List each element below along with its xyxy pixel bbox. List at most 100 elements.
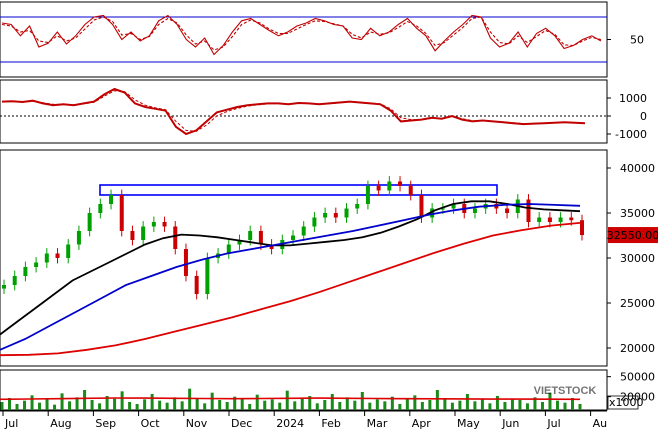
volume-bar: [30, 395, 34, 410]
volume-bar: [443, 398, 447, 410]
volume-bar: [120, 391, 124, 410]
candle-body: [430, 208, 435, 218]
volume-bar: [578, 404, 582, 410]
volume-bar: [0, 402, 4, 410]
volume-tick-label: 20000: [620, 391, 655, 404]
candle-body: [472, 208, 477, 213]
stoch-tick-label: 50: [630, 34, 644, 47]
volume-bar: [533, 397, 537, 410]
price-tick-label: 25000: [620, 297, 655, 310]
x-tick-label-2024: 2024: [276, 417, 304, 430]
candle-body: [398, 181, 403, 186]
volume-bar: [195, 398, 199, 410]
volume-unit-box: [607, 395, 639, 410]
x-tick-label-sep: Sep: [95, 417, 116, 430]
volume-bar: [555, 400, 559, 410]
panel-frame-2: [0, 79, 608, 144]
volume-bar: [210, 392, 214, 410]
volume-bar: [113, 398, 117, 410]
panel-frame-3: [0, 149, 608, 367]
volume-bar: [38, 402, 42, 410]
volume-bar: [225, 402, 229, 410]
candle-body: [141, 226, 146, 240]
candle-body: [269, 244, 274, 249]
candle-body: [344, 208, 349, 218]
x-tick-label-dec: Dec: [231, 417, 252, 430]
volume-bar: [255, 394, 259, 410]
macd-tick-label: -1000: [615, 128, 647, 141]
volume-bar: [540, 402, 544, 410]
ma-line-ma50: [0, 203, 581, 351]
last-price-badge: [608, 227, 658, 244]
x-tick-label-nov: Nov: [186, 417, 208, 430]
candle-body: [301, 226, 306, 236]
candle-body: [183, 249, 188, 276]
candle-body: [569, 217, 574, 221]
candle-body: [312, 217, 317, 227]
candle-body: [547, 217, 552, 222]
candle-body: [537, 217, 542, 222]
volume-bar: [510, 398, 514, 410]
volume-bar: [150, 394, 154, 410]
macd-series-2: [1, 90, 586, 132]
x-tick-label-jul: Jul: [4, 417, 18, 430]
candle-body: [365, 186, 370, 204]
x-tick-label-may: May: [457, 417, 480, 430]
volume-tick-label: 50000: [620, 371, 655, 384]
x-tick-label-feb: Feb: [321, 417, 340, 430]
volume-bar: [285, 390, 289, 410]
candle-body: [151, 222, 156, 227]
volume-bar: [488, 403, 492, 410]
candle-body: [237, 240, 242, 245]
candle-body: [55, 253, 60, 258]
volume-bar: [128, 402, 132, 410]
volume-bar: [360, 392, 364, 410]
candle-body: [558, 217, 563, 222]
macd-tick-label: 1000: [619, 92, 647, 105]
candle-body: [119, 195, 124, 231]
volume-bar: [105, 396, 109, 410]
volume-bar: [428, 400, 432, 410]
volume-bar: [570, 398, 574, 410]
volume-bar: [473, 401, 477, 410]
ma-line-ma200: [0, 222, 581, 357]
volume-bar: [368, 402, 372, 410]
volume-bar: [383, 401, 387, 410]
candle-body: [226, 244, 231, 254]
candle-body: [173, 226, 178, 249]
volume-bar: [420, 402, 424, 410]
volume-bar: [405, 398, 409, 410]
volume-bar: [248, 404, 252, 410]
candle-body: [162, 222, 167, 227]
candle-body: [2, 285, 6, 289]
volume-bar: [413, 395, 417, 410]
volume-bar: [375, 399, 379, 410]
price-tick-label: 30000: [620, 252, 655, 265]
candle-body: [23, 267, 28, 276]
volume-bar: [188, 388, 192, 410]
volume-bar: [458, 400, 462, 410]
candle-body: [194, 276, 199, 294]
x-tick-label-mar: Mar: [367, 417, 388, 430]
ma-line-ma20: [0, 200, 581, 336]
volume-bar: [390, 396, 394, 410]
candle-body: [376, 186, 381, 191]
price-tick-label: 35000: [620, 207, 655, 220]
volume-bar: [233, 396, 237, 410]
candle-body: [258, 231, 263, 245]
volume-bar: [83, 390, 87, 410]
volume-bar: [278, 402, 282, 410]
volume-bar: [158, 400, 162, 410]
volume-bar: [300, 398, 304, 410]
volume-bar: [293, 401, 297, 410]
volume-bar: [323, 400, 327, 410]
candle-body: [34, 262, 39, 267]
candle-body: [440, 208, 445, 210]
candle-body: [66, 244, 71, 258]
volume-bar: [525, 403, 529, 410]
last-price-label: 32550.00: [607, 229, 658, 242]
resistance-zone-box: [99, 184, 498, 196]
candle-body: [44, 253, 49, 263]
volume-bar: [435, 390, 439, 410]
